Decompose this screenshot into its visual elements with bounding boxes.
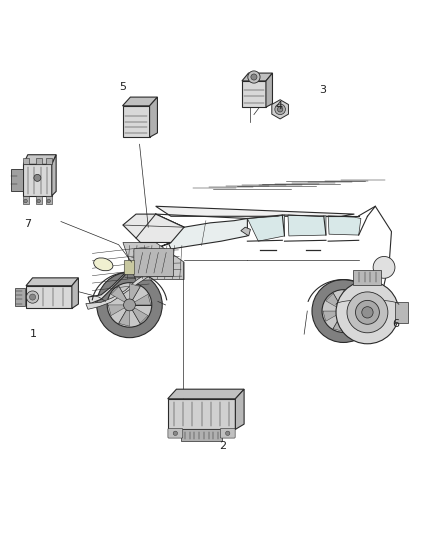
FancyBboxPatch shape: [395, 302, 409, 323]
Polygon shape: [132, 308, 148, 324]
Text: 1: 1: [30, 329, 37, 339]
Polygon shape: [111, 287, 127, 302]
Polygon shape: [134, 294, 151, 305]
Polygon shape: [26, 278, 78, 286]
Circle shape: [251, 74, 257, 80]
FancyBboxPatch shape: [124, 261, 135, 274]
Polygon shape: [88, 243, 171, 304]
Polygon shape: [11, 169, 23, 191]
Polygon shape: [150, 97, 157, 138]
Polygon shape: [155, 206, 354, 216]
Circle shape: [338, 305, 349, 317]
Circle shape: [97, 272, 162, 338]
Circle shape: [275, 104, 286, 115]
Text: 5: 5: [120, 83, 127, 93]
Polygon shape: [130, 284, 140, 300]
Polygon shape: [52, 155, 56, 196]
Polygon shape: [26, 286, 72, 309]
Bar: [46, 196, 52, 204]
Polygon shape: [326, 293, 341, 308]
Polygon shape: [72, 278, 78, 309]
Polygon shape: [348, 301, 364, 311]
Bar: [35, 158, 42, 164]
Circle shape: [277, 107, 283, 112]
Polygon shape: [119, 310, 130, 326]
Circle shape: [373, 256, 395, 278]
Polygon shape: [235, 389, 244, 430]
Circle shape: [24, 199, 27, 203]
Polygon shape: [86, 216, 392, 337]
FancyBboxPatch shape: [220, 429, 235, 438]
Ellipse shape: [94, 258, 113, 271]
Bar: [35, 196, 42, 204]
Text: 2: 2: [219, 441, 226, 451]
Text: 7: 7: [24, 219, 32, 229]
Circle shape: [47, 199, 50, 203]
Circle shape: [29, 294, 35, 300]
Bar: [46, 158, 52, 164]
Circle shape: [312, 280, 375, 343]
Polygon shape: [288, 215, 326, 236]
Bar: [22, 158, 28, 164]
Polygon shape: [346, 314, 361, 329]
Polygon shape: [23, 164, 52, 196]
Polygon shape: [323, 311, 339, 321]
Circle shape: [107, 282, 152, 327]
Circle shape: [248, 71, 260, 83]
Circle shape: [124, 299, 135, 311]
Circle shape: [336, 281, 399, 344]
Polygon shape: [272, 100, 289, 119]
Polygon shape: [123, 97, 157, 106]
Polygon shape: [241, 227, 251, 236]
FancyBboxPatch shape: [168, 429, 183, 438]
FancyBboxPatch shape: [134, 248, 173, 277]
Circle shape: [362, 306, 373, 318]
Text: 4: 4: [276, 101, 283, 111]
Polygon shape: [266, 73, 272, 107]
FancyBboxPatch shape: [181, 429, 222, 441]
Circle shape: [347, 292, 388, 333]
Polygon shape: [242, 73, 272, 81]
Bar: [22, 196, 28, 204]
Circle shape: [37, 199, 40, 203]
Polygon shape: [23, 155, 56, 164]
Polygon shape: [155, 214, 247, 249]
Polygon shape: [108, 305, 124, 316]
Text: 3: 3: [319, 85, 326, 95]
Polygon shape: [168, 389, 244, 399]
Polygon shape: [168, 399, 235, 430]
Circle shape: [173, 431, 177, 435]
Circle shape: [26, 291, 39, 303]
Polygon shape: [328, 216, 361, 235]
Polygon shape: [247, 215, 285, 241]
Circle shape: [322, 289, 365, 333]
Polygon shape: [333, 316, 343, 332]
Circle shape: [356, 301, 379, 324]
FancyBboxPatch shape: [14, 288, 25, 306]
Circle shape: [34, 174, 41, 181]
Circle shape: [226, 431, 230, 435]
Text: 6: 6: [392, 319, 399, 329]
Polygon shape: [123, 106, 150, 138]
Polygon shape: [123, 214, 184, 243]
FancyBboxPatch shape: [353, 270, 381, 285]
Polygon shape: [86, 262, 166, 309]
Polygon shape: [123, 243, 184, 280]
Polygon shape: [242, 81, 266, 107]
Polygon shape: [343, 290, 353, 306]
